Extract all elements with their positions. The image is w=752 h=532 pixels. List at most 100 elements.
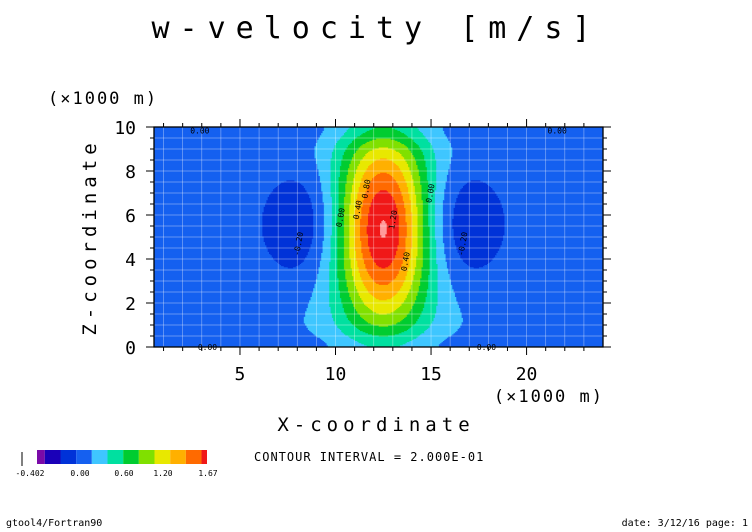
field-cell xyxy=(313,289,330,292)
field-cell xyxy=(429,250,437,252)
field-cell xyxy=(357,194,365,196)
field-cell xyxy=(329,279,340,282)
field-cell xyxy=(343,235,350,238)
field-cell xyxy=(421,274,429,277)
field-cell xyxy=(390,138,413,140)
field-cell xyxy=(330,182,340,184)
field-cell xyxy=(386,298,407,301)
field-cell xyxy=(307,304,330,306)
field-cell xyxy=(394,178,407,181)
field-cell xyxy=(402,172,412,174)
field-cell xyxy=(422,224,429,227)
field-cell xyxy=(307,306,332,308)
field-cell xyxy=(154,293,313,295)
field-cell xyxy=(350,161,361,163)
field-cell xyxy=(436,250,445,252)
field-cell xyxy=(408,164,419,167)
field-cell xyxy=(398,226,408,228)
field-cell xyxy=(437,290,455,293)
y-tick-label: 8 xyxy=(125,162,136,183)
field-cell xyxy=(418,316,436,318)
field-cell xyxy=(357,261,365,263)
field-cell xyxy=(406,294,419,296)
field-cell xyxy=(331,155,344,158)
field-cell xyxy=(409,259,417,261)
field-cell xyxy=(428,194,436,196)
field-cell xyxy=(350,263,358,266)
field-cell xyxy=(386,230,400,233)
field-cell xyxy=(154,191,271,194)
field-cell xyxy=(330,186,340,189)
field-cell xyxy=(429,325,461,327)
field-cell xyxy=(351,267,360,270)
field-cell xyxy=(421,185,429,187)
field-cell xyxy=(343,205,350,207)
field-cell xyxy=(425,160,437,162)
field-cell xyxy=(398,332,423,335)
field-cell xyxy=(369,246,399,249)
field-cell xyxy=(337,262,345,264)
field-cell xyxy=(331,198,340,201)
field-cell xyxy=(430,323,463,326)
field-cell xyxy=(492,259,603,261)
field-cell xyxy=(359,221,369,224)
field-cell xyxy=(313,212,325,215)
field-cell xyxy=(329,285,340,288)
field-cell xyxy=(401,331,425,334)
field-cell xyxy=(343,332,369,335)
field-cell xyxy=(330,166,341,169)
field-cell xyxy=(311,292,330,294)
field-cell xyxy=(331,206,340,208)
field-cell xyxy=(414,193,423,195)
field-cell xyxy=(322,196,333,198)
field-cell xyxy=(154,207,265,209)
field-cell xyxy=(453,216,506,218)
field-cell xyxy=(331,224,338,227)
field-cell xyxy=(421,184,429,186)
field-cell xyxy=(436,254,447,257)
field-cell xyxy=(323,231,333,234)
field-cell xyxy=(421,310,437,313)
field-cell xyxy=(445,180,469,183)
field-cell xyxy=(337,267,345,270)
field-cell xyxy=(462,320,603,323)
field-cell xyxy=(343,248,350,250)
field-cell xyxy=(392,127,419,129)
field-cell xyxy=(436,240,444,242)
field-cell xyxy=(422,252,431,255)
field-cell xyxy=(349,232,356,235)
field-cell xyxy=(305,322,336,325)
field-cell xyxy=(370,253,397,256)
field-cell xyxy=(417,210,424,213)
field-cell xyxy=(388,334,420,337)
field-cell xyxy=(417,228,424,230)
field-cell xyxy=(448,168,603,171)
field-cell xyxy=(359,273,370,275)
field-cell xyxy=(154,308,308,311)
field-cell xyxy=(359,228,368,230)
field-cell xyxy=(337,266,345,269)
field-cell xyxy=(420,130,445,132)
field-cell xyxy=(349,243,356,246)
field-cell xyxy=(429,237,436,239)
field-cell xyxy=(331,211,340,214)
field-cell xyxy=(331,207,340,209)
field-cell xyxy=(412,306,425,308)
field-cell xyxy=(338,205,345,207)
field-cell xyxy=(422,253,431,256)
field-cell xyxy=(412,215,419,217)
field-cell xyxy=(437,267,449,270)
field-cell xyxy=(400,305,413,307)
field-cell xyxy=(361,243,369,246)
field-cell xyxy=(436,252,445,255)
field-cell xyxy=(386,157,405,160)
field-cell xyxy=(262,232,314,235)
field-cell xyxy=(323,229,333,231)
field-cell xyxy=(322,246,332,249)
field-cell xyxy=(303,316,333,318)
field-cell xyxy=(331,217,338,219)
field-cell xyxy=(339,328,360,330)
field-cell xyxy=(412,239,419,241)
field-cell xyxy=(386,232,400,235)
field-cell xyxy=(267,197,312,200)
